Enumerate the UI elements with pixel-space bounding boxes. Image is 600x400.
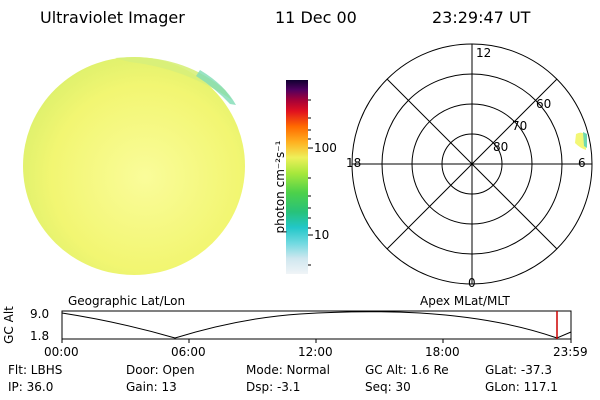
altitude-ytick-bottom: 1.8 [30,329,50,343]
time-label: 23:29:47 UT [432,8,531,27]
altitude-xticks [61,339,572,343]
instrument-title: Ultraviolet Imager [40,8,185,27]
altitude-xtick-3: 18:00 [425,345,460,359]
altitude-ytick-top: 9.0 [30,307,50,321]
polar-label-6: 6 [578,156,586,170]
polar-lat-70: 70 [512,119,528,133]
left-panel-caption: Geographic Lat/Lon [68,294,186,308]
auroral-patch [575,132,587,150]
colorbar [286,80,308,274]
right-panel-caption: Apex MLat/MLT [420,294,510,308]
status-dsp: Dsp: -3.1 [246,380,301,394]
colorbar-ticks [308,99,313,266]
altitude-ylabel: GC Alt [1,306,16,344]
polar-label-12: 12 [476,46,492,60]
altitude-plot [61,310,572,343]
status-ip: IP: 36.0 [8,380,54,394]
colorbar-tick-100: 100 [314,141,337,155]
status-glon: GLon: 117.1 [485,380,558,394]
colorbar-unit-label: photon cm⁻²s⁻¹ [273,140,287,234]
altitude-xtick-0: 00:00 [44,345,79,359]
status-gain: Gain: 13 [126,380,177,394]
polar-lat-80: 80 [493,140,509,154]
date-label: 11 Dec 00 [275,8,357,27]
uv-image-disk [23,57,245,275]
status-flt: Flt: LBHS [8,363,63,377]
altitude-xtick-2: 12:00 [298,345,333,359]
status-glat: GLat: -37.3 [485,363,552,377]
status-seq: Seq: 30 [365,380,411,394]
colorbar-tick-10: 10 [314,228,330,242]
status-gcalt: GC Alt: 1.6 Re [365,363,449,377]
polar-grid [351,43,593,285]
status-door: Door: Open [126,363,195,377]
altitude-xtick-1: 06:00 [171,345,206,359]
polar-label-18: 18 [346,156,362,170]
altitude-xtick-4: 23:59 [553,345,588,359]
polar-lat-60: 60 [536,97,552,111]
status-mode: Mode: Normal [246,363,330,377]
polar-label-0: 0 [468,276,476,290]
